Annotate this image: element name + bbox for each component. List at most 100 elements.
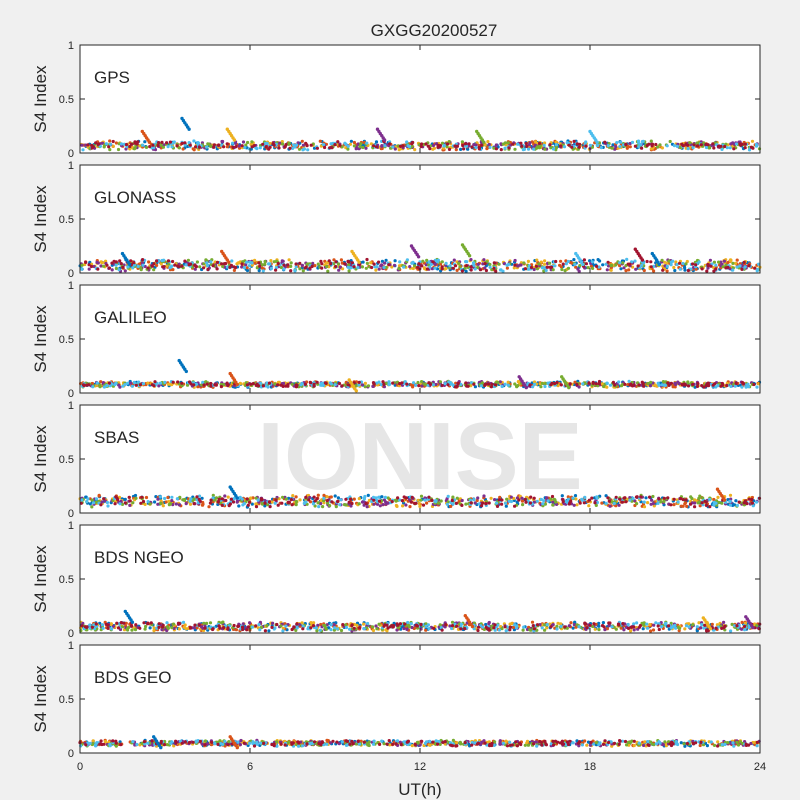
data-point — [337, 381, 342, 386]
data-point — [183, 259, 187, 263]
data-point — [114, 260, 118, 264]
data-point — [167, 499, 171, 503]
data-point — [561, 262, 565, 266]
data-point — [474, 143, 478, 147]
data-point — [344, 625, 349, 630]
data-point — [98, 144, 102, 148]
data-point — [252, 144, 256, 148]
data-point — [624, 264, 628, 268]
data-point — [681, 498, 685, 502]
data-point — [617, 503, 621, 507]
data-point — [542, 269, 546, 273]
spike-point — [357, 260, 361, 264]
data-point — [159, 501, 163, 505]
data-point — [455, 144, 459, 148]
data-point — [110, 627, 114, 631]
data-point — [523, 267, 528, 271]
data-point — [717, 260, 721, 264]
data-point — [460, 498, 464, 503]
data-point — [405, 627, 409, 632]
data-point — [604, 494, 608, 498]
data-point — [733, 261, 738, 265]
data-point — [80, 143, 84, 147]
data-point — [567, 624, 572, 628]
data-point — [141, 263, 145, 267]
data-point — [139, 501, 143, 505]
data-point — [407, 145, 412, 149]
data-point — [184, 502, 188, 506]
data-point — [335, 627, 340, 631]
data-point — [543, 384, 547, 389]
data-point — [348, 627, 352, 631]
data-point — [622, 628, 626, 632]
data-point — [180, 381, 184, 385]
data-point — [220, 503, 224, 507]
panel-label: SBAS — [94, 428, 139, 447]
data-point — [306, 148, 310, 152]
data-point — [231, 141, 235, 145]
data-point — [463, 266, 467, 270]
data-point — [520, 499, 525, 503]
data-point — [143, 140, 147, 144]
data-point — [486, 140, 490, 144]
data-point — [288, 146, 292, 150]
data-point — [167, 502, 172, 506]
data-point — [705, 269, 709, 273]
data-point — [361, 260, 365, 264]
data-point — [681, 144, 685, 148]
data-point — [577, 625, 581, 629]
data-point — [365, 141, 369, 145]
data-point — [471, 261, 476, 265]
data-point — [382, 382, 386, 387]
data-point — [282, 267, 286, 271]
data-point — [108, 139, 112, 143]
data-point — [470, 145, 474, 149]
data-point — [271, 621, 275, 625]
data-point — [564, 262, 569, 266]
panel-background — [80, 525, 760, 633]
data-point — [222, 383, 226, 387]
data-point — [609, 268, 613, 272]
data-point — [196, 385, 200, 389]
data-point — [725, 383, 729, 388]
data-point — [170, 145, 174, 149]
data-point — [349, 266, 353, 270]
data-point — [177, 503, 181, 507]
data-point — [538, 141, 542, 145]
data-point — [582, 501, 586, 505]
data-point — [457, 261, 461, 265]
data-point — [191, 147, 195, 151]
data-point — [295, 626, 299, 630]
data-point — [300, 139, 304, 143]
data-point — [185, 383, 190, 387]
data-point — [511, 142, 515, 146]
data-point — [720, 381, 725, 386]
data-point — [100, 261, 104, 265]
data-point — [166, 495, 170, 500]
data-point — [431, 383, 435, 387]
y-tick-label: 0.5 — [59, 334, 74, 346]
data-point — [570, 145, 574, 149]
data-point — [156, 497, 160, 501]
data-point — [277, 380, 281, 384]
y-tick-label: 1 — [68, 160, 74, 172]
data-point — [506, 141, 510, 145]
data-point — [88, 623, 92, 627]
data-point — [380, 263, 384, 267]
data-point — [134, 383, 138, 387]
y-tick-label: 0 — [68, 268, 74, 280]
data-point — [383, 144, 387, 148]
data-point — [731, 268, 735, 272]
data-point — [87, 383, 91, 387]
data-point — [152, 626, 156, 630]
data-point — [132, 261, 136, 265]
data-point — [357, 383, 361, 387]
data-point — [686, 143, 690, 147]
data-point — [159, 262, 163, 266]
data-point — [136, 140, 140, 144]
data-point — [472, 382, 476, 386]
data-point — [608, 504, 612, 508]
data-point — [464, 144, 468, 148]
data-point — [626, 262, 630, 266]
